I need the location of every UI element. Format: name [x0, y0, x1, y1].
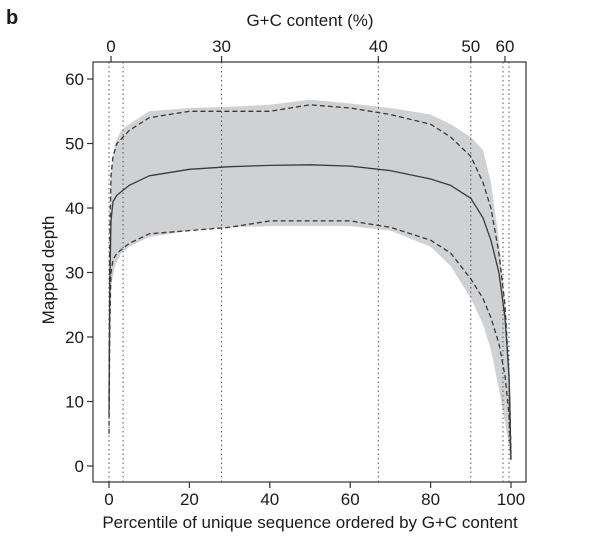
- x-tick-label-60: 60: [341, 490, 360, 509]
- x-tick-label-0: 0: [104, 490, 113, 509]
- median-line: [108, 164, 512, 460]
- y-tick-label-30: 30: [65, 264, 84, 283]
- x-tick-label-40: 40: [260, 490, 279, 509]
- y-tick-label-50: 50: [65, 135, 84, 154]
- x-axis-title: Percentile of unique sequence ordered by…: [102, 513, 518, 532]
- top-tick-label-30: 30: [212, 37, 231, 56]
- top-tick-label-40: 40: [369, 37, 388, 56]
- panel-label: b: [6, 7, 18, 29]
- y-axis-title: Mapped depth: [39, 216, 58, 325]
- y-tick-label-60: 60: [65, 70, 84, 89]
- y-tick-label-20: 20: [65, 328, 84, 347]
- top-tick-label-50: 50: [461, 37, 480, 56]
- depth-range-band: [109, 99, 511, 463]
- top-tick-label-0: 0: [106, 37, 115, 56]
- x-tick-label-20: 20: [180, 490, 199, 509]
- x-tick-label-80: 80: [421, 490, 440, 509]
- y-tick-label-40: 40: [65, 199, 84, 218]
- y-tick-label-0: 0: [75, 457, 84, 476]
- top-axis-title: G+C content (%): [246, 11, 373, 30]
- y-tick-label-10: 10: [65, 393, 84, 412]
- upper-quantile-line: [108, 104, 512, 454]
- top-tick-label-60: 60: [496, 37, 515, 56]
- plot-area: 0 10 20 30 40 50 60 0 20 40 60 80 100 0 30 40 50 60: [65, 37, 527, 509]
- x-tick-label-100: 100: [497, 490, 525, 509]
- lower-quantile-line: [108, 220, 512, 460]
